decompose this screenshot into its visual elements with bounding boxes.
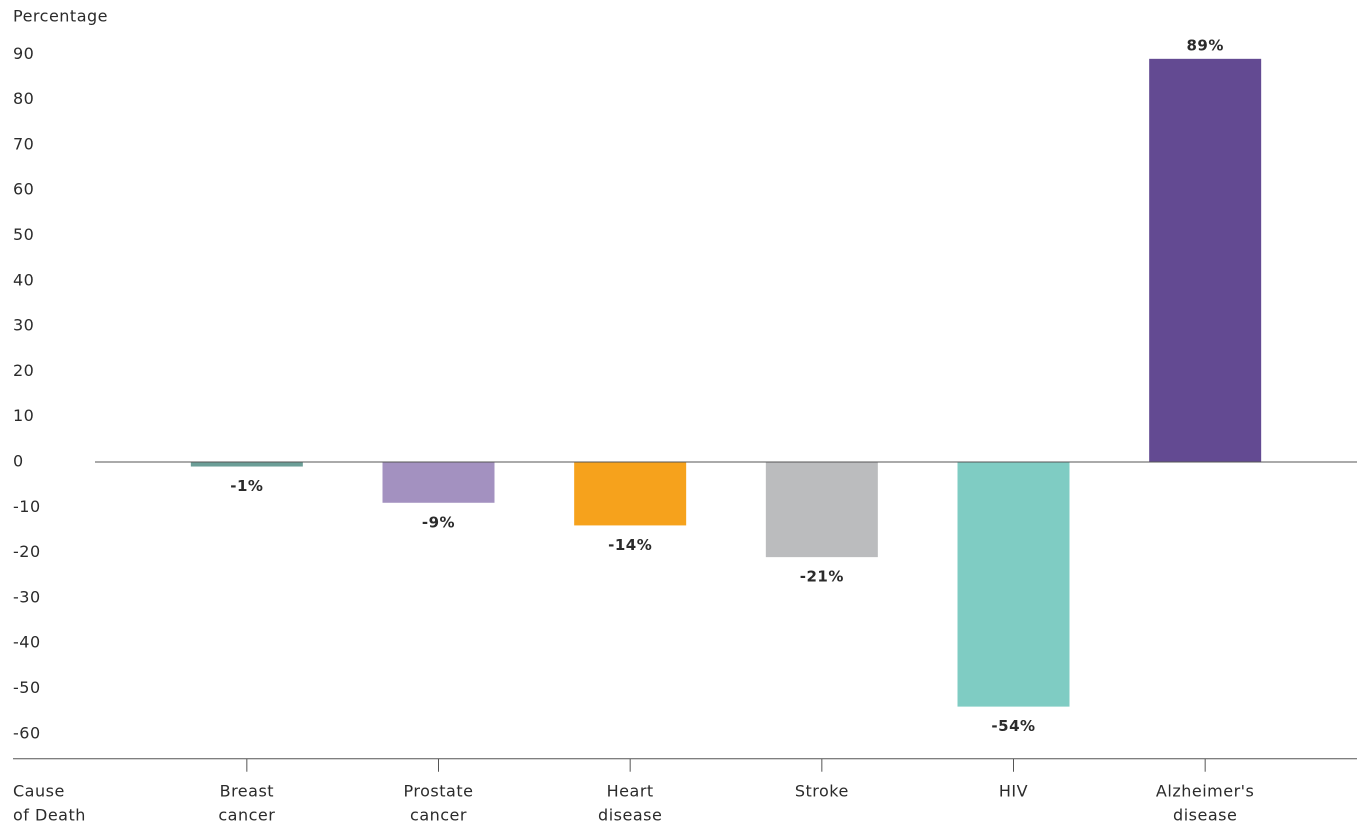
- y-tick-label: 70: [13, 134, 34, 153]
- y-tick-label: 40: [13, 270, 34, 289]
- y-tick-label: 50: [13, 225, 34, 244]
- bar: [383, 462, 495, 503]
- x-tick-label: Stroke: [795, 782, 849, 801]
- page: {"chart_data": {"type": "bar", "y_label"…: [0, 0, 1361, 830]
- bar: [574, 462, 686, 525]
- y-tick-label: 30: [13, 316, 34, 335]
- value-label: -1%: [230, 477, 263, 495]
- x-axis-label: of Death: [13, 806, 86, 825]
- y-tick-label: 60: [13, 180, 34, 199]
- bar: [1149, 59, 1261, 462]
- chart: Percentage 90 80 70 60 50 40 30 20 10 0 -10 -20 -30 -…: [0, 0, 1361, 830]
- value-label: -21%: [800, 568, 844, 586]
- y-axis-label: Percentage: [13, 7, 108, 26]
- y-tick-label: 10: [13, 406, 34, 425]
- x-tick-label: cancer: [218, 806, 275, 825]
- value-label: 89%: [1186, 36, 1223, 54]
- y-tick-label: 90: [13, 44, 34, 63]
- bar: [958, 462, 1070, 707]
- y-tick-label: -50: [13, 678, 41, 697]
- bar: [766, 462, 878, 557]
- bar: [191, 462, 303, 467]
- value-label: -9%: [422, 513, 455, 531]
- x-tick-label: cancer: [410, 806, 467, 825]
- x-tick-label: Prostate: [404, 782, 474, 801]
- y-tick-label: -60: [13, 723, 41, 742]
- y-tick-label: -20: [13, 542, 41, 561]
- x-tick-label: disease: [598, 806, 662, 825]
- x-tick-label: HIV: [999, 782, 1028, 801]
- x-tick-label: Breast: [220, 782, 274, 801]
- y-tick-label: 0: [13, 452, 24, 471]
- y-tick-label: -30: [13, 587, 41, 606]
- y-tick-label: 20: [13, 361, 34, 380]
- x-tick-label: Heart: [607, 782, 654, 801]
- x-tick-label: Alzheimer's: [1156, 782, 1254, 801]
- x-tick-label: disease: [1173, 806, 1237, 825]
- y-tick-label: 80: [13, 89, 34, 108]
- x-axis-label: Cause: [13, 782, 65, 801]
- y-tick-label: -10: [13, 497, 41, 516]
- value-label: -14%: [608, 536, 652, 554]
- value-label: -54%: [991, 717, 1035, 735]
- y-tick-label: -40: [13, 633, 41, 652]
